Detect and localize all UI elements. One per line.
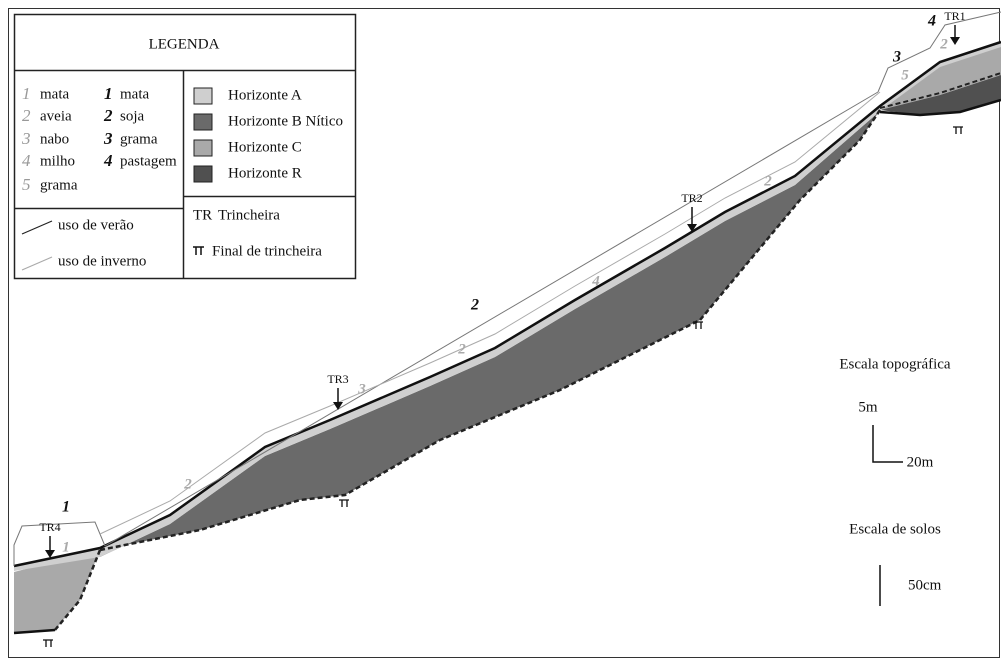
- winter-use-label: aveia: [40, 108, 72, 124]
- use-label: 4: [591, 273, 600, 289]
- trench-arrowhead: [333, 402, 343, 410]
- horizon-label: Horizonte A: [228, 87, 302, 103]
- horizon-label: Horizonte R: [228, 165, 302, 181]
- use-label: 2: [183, 476, 192, 492]
- use-label: 2: [763, 173, 772, 189]
- trench-end-label: Final de trincheira: [212, 243, 322, 259]
- trench-end: [953, 127, 963, 134]
- line-label: uso de inverno: [58, 253, 146, 269]
- trench-label: Trincheira: [218, 207, 280, 223]
- summer-use-number: 3: [103, 129, 113, 148]
- summer-use-number: 2: [103, 106, 113, 125]
- summer-use-label: soja: [120, 108, 145, 124]
- trench-label: TR3: [327, 372, 348, 386]
- horizon-swatch: [194, 166, 212, 182]
- soil-profile-figure: 112322423542TR1TR2TR3TR4 LEGENDA uso de …: [0, 0, 1001, 659]
- use-label: 1: [62, 539, 70, 555]
- use-label: 4: [927, 13, 936, 30]
- winter-use-number: 4: [22, 151, 31, 170]
- legend-title: LEGENDA: [149, 36, 220, 52]
- use-label: 3: [892, 49, 901, 66]
- horizon-swatch: [194, 114, 212, 130]
- trench-label: TR1: [944, 9, 965, 23]
- use-label: 3: [357, 381, 366, 397]
- horizon-swatch: [194, 140, 212, 156]
- legend: LEGENDA uso de verão uso de inverno TR T…: [14, 15, 356, 279]
- winter-use-number: 2: [22, 106, 31, 125]
- trench-end: [43, 640, 53, 647]
- use-label: 5: [901, 67, 909, 83]
- winter-use-number: 1: [22, 84, 31, 103]
- scale-bar: [873, 425, 903, 462]
- winter-use-label: grama: [40, 177, 78, 193]
- scale-title: Escala topográfica: [839, 356, 951, 372]
- trench-arrowhead: [950, 37, 960, 45]
- trench-label: TR2: [681, 191, 702, 205]
- winter-use-number: 5: [22, 175, 31, 194]
- summer-use-label: mata: [120, 86, 149, 102]
- summer-use-label: pastagem: [120, 153, 177, 169]
- use-label: 2: [939, 36, 948, 52]
- scale-label: 5m: [858, 399, 878, 415]
- trench-abbr: TR: [193, 207, 212, 223]
- winter-use-label: milho: [40, 153, 75, 169]
- trench-end: [339, 500, 349, 507]
- trench-label: TR4: [39, 520, 60, 534]
- summer-use-label: grama: [120, 131, 158, 147]
- winter-use-label: mata: [40, 86, 69, 102]
- scale-label: 50cm: [908, 577, 942, 593]
- scale-title: Escala de solos: [849, 521, 941, 537]
- summer-use-number: 1: [104, 84, 113, 103]
- horizon-label: Horizonte C: [228, 139, 302, 155]
- summer-use-number: 4: [103, 151, 113, 170]
- scale-label: 20m: [907, 454, 934, 470]
- winter-use-number: 3: [21, 129, 31, 148]
- line-label: uso de verão: [58, 217, 134, 233]
- winter-use-label: nabo: [40, 131, 69, 147]
- horizon-label: Horizonte B Nítico: [228, 113, 343, 129]
- horizon-swatch: [194, 88, 212, 104]
- use-label: 1: [62, 499, 70, 516]
- use-label: 2: [470, 297, 479, 314]
- use-label: 2: [457, 341, 466, 357]
